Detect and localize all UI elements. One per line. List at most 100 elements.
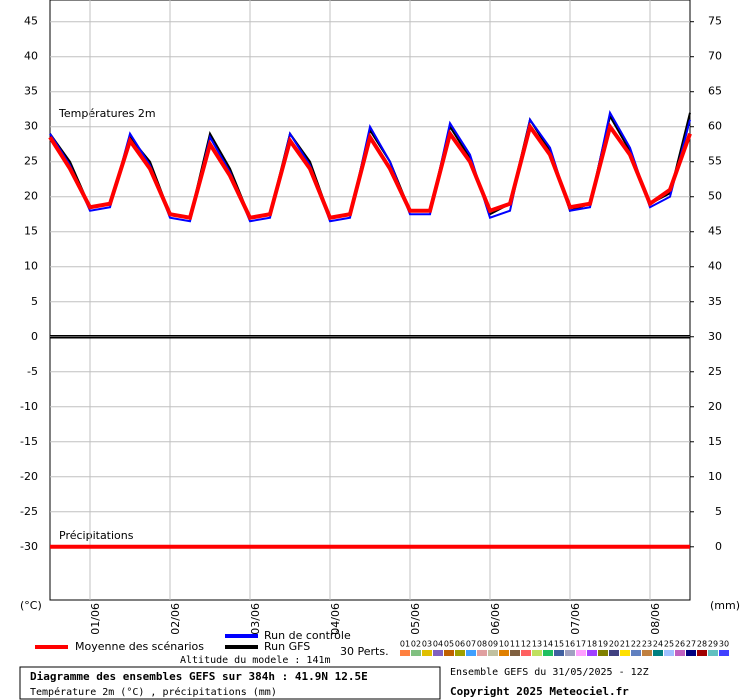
pert-swatch xyxy=(708,650,718,656)
pert-label: 29 xyxy=(708,640,718,649)
pert-label: 13 xyxy=(532,640,542,649)
pert-label: 21 xyxy=(620,640,630,649)
pert-swatch xyxy=(587,650,597,656)
y-tick-label: 30 xyxy=(24,120,38,133)
pert-label: 20 xyxy=(609,640,619,649)
y-tick-label: -15 xyxy=(20,435,38,448)
precip-label: Précipitations xyxy=(59,529,134,542)
pert-label: 26 xyxy=(675,640,685,649)
pert-label: 14 xyxy=(543,640,553,649)
y-unit: (°C) xyxy=(20,599,42,612)
y2-unit: (mm) xyxy=(710,599,740,612)
pert-label: 06 xyxy=(455,640,465,649)
y2-tick-label: 60 xyxy=(708,120,722,133)
legend-label: Run GFS xyxy=(264,640,310,653)
pert-swatch xyxy=(532,650,542,656)
pert-swatch xyxy=(510,650,520,656)
x-tick-label: 07/06 xyxy=(569,603,582,635)
pert-swatch xyxy=(697,650,707,656)
pert-swatch xyxy=(642,650,652,656)
y-tick-label: 15 xyxy=(24,225,38,238)
pert-label: 07 xyxy=(466,640,476,649)
y-tick-label: -25 xyxy=(20,505,38,518)
x-tick-label: 02/06 xyxy=(169,603,182,635)
y2-tick-label: 30 xyxy=(708,330,722,343)
perts-label: 30 Perts. xyxy=(340,645,389,658)
pert-label: 17 xyxy=(576,640,586,649)
y2-tick-label: 5 xyxy=(715,505,722,518)
pert-swatch xyxy=(543,650,553,656)
y2-tick-label: 45 xyxy=(708,225,722,238)
legend-label: Run de contrôle xyxy=(264,629,351,642)
y2-tick-label: 10 xyxy=(708,470,722,483)
y2-tick-label: 35 xyxy=(708,295,722,308)
pert-label: 18 xyxy=(587,640,597,649)
chart-subtitle: Température 2m (°C) , précipitations (mm… xyxy=(30,686,277,698)
series-line xyxy=(48,122,692,221)
pert-swatch xyxy=(466,650,476,656)
pert-swatch xyxy=(488,650,498,656)
pert-swatch xyxy=(664,650,674,656)
pert-label: 11 xyxy=(510,640,520,649)
y-tick-label: -20 xyxy=(20,470,38,483)
pert-label: 04 xyxy=(433,640,443,649)
x-tick-label: 05/06 xyxy=(409,603,422,635)
y-tick-label: 40 xyxy=(24,50,38,63)
pert-label: 15 xyxy=(554,640,564,649)
y-tick-label: 25 xyxy=(24,155,38,168)
legend-label: Moyenne des scénarios xyxy=(75,640,204,653)
copyright: Copyright 2025 Meteociel.fr xyxy=(450,685,629,698)
pert-swatch xyxy=(609,650,619,656)
pert-label: 12 xyxy=(521,640,531,649)
pert-swatch xyxy=(653,650,663,656)
pert-label: 25 xyxy=(664,640,674,649)
pert-label: 23 xyxy=(642,640,652,649)
pert-swatch xyxy=(620,650,630,656)
x-tick-label: 03/06 xyxy=(249,603,262,635)
pert-label: 28 xyxy=(697,640,707,649)
y-tick-label: 10 xyxy=(24,260,38,273)
y2-tick-label: 65 xyxy=(708,85,722,98)
pert-swatch xyxy=(411,650,421,656)
pert-swatch xyxy=(631,650,641,656)
y2-tick-label: 15 xyxy=(708,435,722,448)
pert-swatch xyxy=(675,650,685,656)
y-tick-label: 0 xyxy=(31,330,38,343)
pert-swatch xyxy=(433,650,443,656)
pert-label: 02 xyxy=(411,640,421,649)
pert-label: 22 xyxy=(631,640,641,649)
pert-swatch xyxy=(554,650,564,656)
pert-label: 24 xyxy=(653,640,663,649)
x-tick-label: 01/06 xyxy=(89,603,102,635)
y2-tick-label: 25 xyxy=(708,365,722,378)
y-tick-label: 20 xyxy=(24,190,38,203)
pert-label: 09 xyxy=(488,640,498,649)
pert-label: 19 xyxy=(598,640,608,649)
pert-label: 27 xyxy=(686,640,696,649)
y-tick-label: -10 xyxy=(20,400,38,413)
pert-swatch xyxy=(422,650,432,656)
y2-tick-label: 0 xyxy=(715,540,722,553)
pert-label: 30 xyxy=(719,640,729,649)
pert-label: 05 xyxy=(444,640,454,649)
y2-tick-label: 55 xyxy=(708,155,722,168)
temp-label: Températures 2m xyxy=(58,107,156,120)
x-tick-label: 06/06 xyxy=(489,603,502,635)
pert-label: 03 xyxy=(422,640,432,649)
run-info: Ensemble GEFS du 31/05/2025 - 12Z xyxy=(450,667,649,678)
pert-swatch xyxy=(719,650,729,656)
chart-title: Diagramme des ensembles GEFS sur 384h : … xyxy=(30,670,368,683)
plot-frame xyxy=(49,0,691,601)
y2-tick-label: 50 xyxy=(708,190,722,203)
pert-swatch xyxy=(565,650,575,656)
pert-swatch xyxy=(400,650,410,656)
pert-swatch xyxy=(576,650,586,656)
y-tick-label: 35 xyxy=(24,85,38,98)
pert-swatch xyxy=(521,650,531,656)
y-tick-label: -30 xyxy=(20,540,38,553)
pert-label: 10 xyxy=(499,640,509,649)
pert-swatch xyxy=(444,650,454,656)
pert-label: 16 xyxy=(565,640,575,649)
pert-label: 08 xyxy=(477,640,487,649)
